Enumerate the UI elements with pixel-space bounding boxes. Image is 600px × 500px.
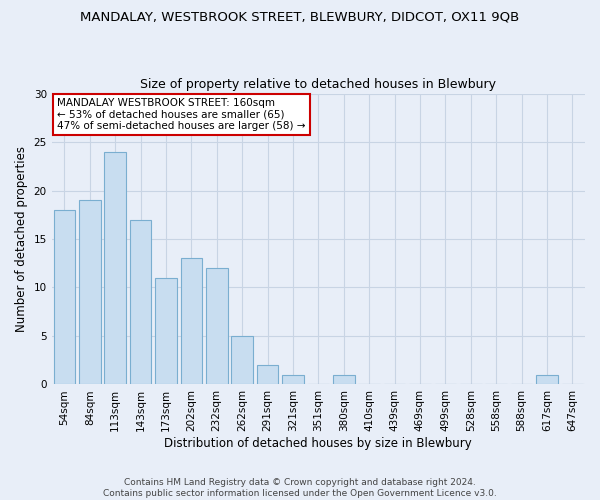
Text: MANDALAY, WESTBROOK STREET, BLEWBURY, DIDCOT, OX11 9QB: MANDALAY, WESTBROOK STREET, BLEWBURY, DI… [80,10,520,23]
Bar [536,375,557,384]
Bar [155,278,177,384]
Bar [130,220,151,384]
Text: MANDALAY WESTBROOK STREET: 160sqm
← 53% of detached houses are smaller (65)
47% : MANDALAY WESTBROOK STREET: 160sqm ← 53% … [57,98,305,131]
Bar [79,200,101,384]
Bar [232,336,253,384]
X-axis label: Distribution of detached houses by size in Blewbury: Distribution of detached houses by size … [164,437,472,450]
Bar [257,365,278,384]
Text: Contains HM Land Registry data © Crown copyright and database right 2024.
Contai: Contains HM Land Registry data © Crown c… [103,478,497,498]
Bar [104,152,126,384]
Bar [206,268,227,384]
Y-axis label: Number of detached properties: Number of detached properties [15,146,28,332]
Bar [53,210,75,384]
Bar [181,258,202,384]
Bar [282,375,304,384]
Title: Size of property relative to detached houses in Blewbury: Size of property relative to detached ho… [140,78,496,91]
Bar [333,375,355,384]
